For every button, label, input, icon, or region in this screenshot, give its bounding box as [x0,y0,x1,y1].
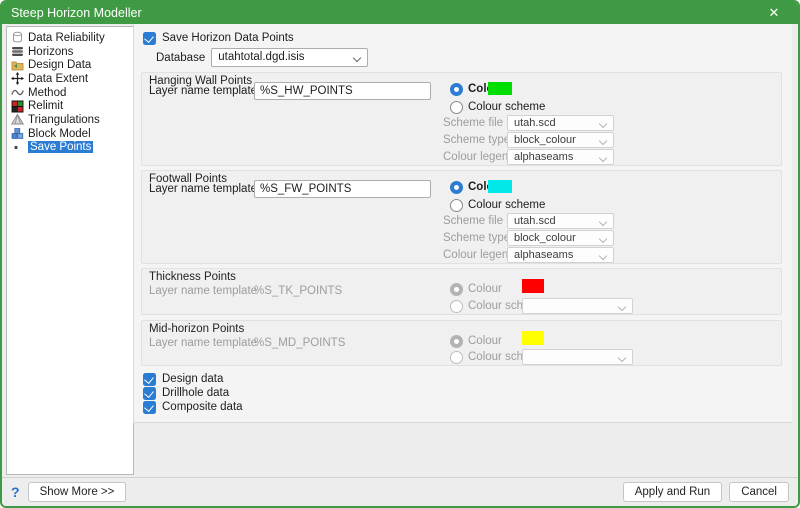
design-data-row: Design data [143,372,223,386]
sidebar-item-triangulations[interactable]: Triangulations [9,113,131,127]
blocks-icon [11,128,24,140]
drillhole-data-row: Drillhole data [143,386,229,400]
drillhole-data-checkbox[interactable] [143,386,156,400]
footwall-points-group: Footwall Points Layer name template Colo… [141,170,782,264]
colour-scheme-radio [450,350,463,364]
layer-name-template-label: Layer name template [149,337,258,349]
layer-name-template-input[interactable] [254,82,431,100]
colour-scheme-radio[interactable] [450,198,463,212]
colour-radio-row: Colour [450,334,502,348]
apply-and-run-button[interactable]: Apply and Run [622,482,723,502]
scheme-type-label: Scheme type [443,232,511,244]
sidebar-item-design-data[interactable]: Design Data [9,58,131,72]
sidebar-item-horizons[interactable]: Horizons [9,45,131,59]
sidebar-item-relimit[interactable]: Relimit [9,99,131,113]
colour-radio [450,282,463,296]
scheme-type-dropdown: block_colour [507,132,614,148]
layer-name-template-label: Layer name template [149,285,258,297]
layer-name-template-value: %S_MD_POINTS [254,337,346,349]
group-title: Mid-horizon Points [149,323,245,335]
scheme-type-dropdown: block_colour [507,230,614,246]
mid-horizon-points-group: Mid-horizon Points Layer name template %… [141,320,782,366]
save-horizon-data-points-row: Save Horizon Data Points [143,31,294,45]
main-panel: Save Horizon Data Points Database utahto… [133,24,792,423]
colour-scheme-radio-row: Colour scheme [450,198,545,212]
colour-scheme-radio-label: Colour scheme [468,101,546,113]
colour-radio-row: Colour [450,282,502,296]
colour-swatch [522,331,544,345]
thickness-points-group: Thickness Points Layer name template %S_… [141,268,782,315]
colour-scheme-radio-label: Colour scheme [468,199,546,211]
sidebar: Data Reliability Horizons Design Data Da… [6,26,134,475]
colour-radio[interactable] [450,82,463,96]
colour-radio-label: Colour [468,335,502,347]
colour-swatch[interactable] [488,180,512,193]
cancel-button[interactable]: Cancel [729,482,789,502]
layer-name-template-label: Layer name template [149,85,258,97]
sidebar-item-data-extent[interactable]: Data Extent [9,72,131,86]
colour-legend-dropdown: alphaseams [507,149,614,165]
dot-icon [14,145,18,149]
move-arrows-icon [11,72,24,86]
group-title: Thickness Points [149,271,236,283]
show-more-button[interactable]: Show More >> [27,482,127,502]
scheme-type-label: Scheme type [443,134,511,146]
colour-radio[interactable] [450,180,463,194]
layer-name-template-input[interactable] [254,180,431,198]
drillhole-data-label: Drillhole data [162,387,230,399]
scheme-file-dropdown: utah.scd [507,213,614,229]
save-horizon-data-points-checkbox[interactable] [143,31,156,45]
colour-scheme-dropdown [522,298,633,314]
sidebar-item-save-points[interactable]: Save Points [9,141,131,155]
sidebar-item-block-model[interactable]: Block Model [9,127,131,141]
design-data-label: Design data [162,373,224,385]
folder-icon [11,61,24,71]
grid-icon [11,100,24,113]
scheme-file-label: Scheme file [443,215,504,227]
title-bar: Steep Horizon Modeller ✕ [2,2,798,24]
colour-scheme-dropdown [522,349,633,365]
colour-scheme-radio-row: Colour scheme [450,100,545,114]
hanging-wall-points-group: Hanging Wall Points Layer name template … [141,72,782,166]
colour-scheme-radio[interactable] [450,100,463,114]
composite-data-label: Composite data [162,401,243,413]
colour-swatch[interactable] [488,82,512,95]
triangle-icon [11,113,24,125]
save-horizon-data-points-label: Save Horizon Data Points [162,32,294,44]
group-title: Footwall Points [149,173,227,185]
database-label: Database [156,51,206,64]
database-icon [13,32,22,43]
scheme-file-label: Scheme file [443,117,504,129]
colour-radio-label: Colour [468,283,502,295]
composite-data-row: Composite data [143,400,243,414]
colour-swatch [522,279,544,293]
layer-name-template-value: %S_TK_POINTS [254,285,343,297]
group-title: Hanging Wall Points [149,75,253,87]
colour-legend-label: Colour legend [443,249,515,261]
sidebar-item-method[interactable]: Method [9,86,131,100]
database-dropdown[interactable]: utahtotal.dgd.isis [211,48,369,67]
colour-radio [450,334,463,348]
colour-scheme-radio [450,299,463,313]
footer-bar: ? Show More >> Apply and Run Cancel [2,477,798,506]
close-icon[interactable]: ✕ [768,5,780,20]
colour-legend-label: Colour legend [443,151,515,163]
help-icon[interactable]: ? [11,484,20,500]
scheme-file-dropdown: utah.scd [507,115,614,131]
database-row: Database utahtotal.dgd.isis [156,48,369,67]
curve-icon [11,89,24,96]
colour-legend-dropdown: alphaseams [507,247,614,263]
layer-name-template-label: Layer name template [149,183,258,195]
layers-icon [12,47,23,57]
composite-data-checkbox[interactable] [143,400,156,414]
window-title: Steep Horizon Modeller [11,6,142,20]
design-data-checkbox[interactable] [143,372,156,386]
sidebar-item-data-reliability[interactable]: Data Reliability [9,31,131,45]
